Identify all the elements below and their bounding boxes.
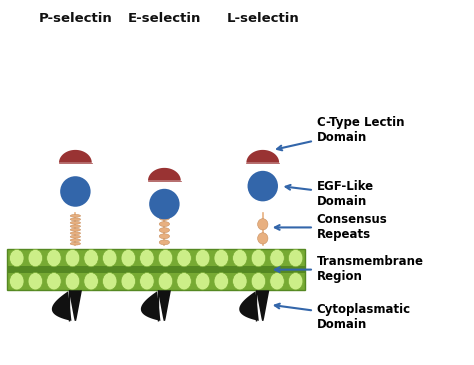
- Text: Transmembrane
Region: Transmembrane Region: [275, 255, 424, 284]
- Ellipse shape: [28, 249, 43, 267]
- Ellipse shape: [149, 189, 180, 219]
- Ellipse shape: [288, 273, 303, 290]
- Ellipse shape: [140, 273, 154, 290]
- Ellipse shape: [60, 176, 91, 207]
- Ellipse shape: [257, 219, 268, 230]
- Ellipse shape: [214, 273, 228, 290]
- Ellipse shape: [70, 222, 81, 224]
- Polygon shape: [141, 291, 161, 321]
- Ellipse shape: [28, 273, 43, 290]
- Ellipse shape: [233, 249, 247, 267]
- Ellipse shape: [70, 235, 81, 238]
- Ellipse shape: [102, 249, 117, 267]
- Ellipse shape: [247, 171, 278, 201]
- Ellipse shape: [257, 233, 268, 244]
- Polygon shape: [239, 291, 259, 321]
- Ellipse shape: [70, 228, 81, 231]
- Polygon shape: [158, 290, 171, 321]
- Ellipse shape: [251, 249, 266, 267]
- Text: EGF-Like
Domain: EGF-Like Domain: [286, 180, 374, 208]
- Ellipse shape: [70, 239, 81, 242]
- Ellipse shape: [70, 218, 81, 221]
- Ellipse shape: [84, 249, 99, 267]
- Polygon shape: [246, 150, 279, 163]
- Text: P-selectin: P-selectin: [38, 12, 112, 25]
- Polygon shape: [148, 168, 181, 181]
- Ellipse shape: [251, 273, 266, 290]
- Ellipse shape: [121, 273, 136, 290]
- Ellipse shape: [158, 249, 173, 267]
- Ellipse shape: [70, 225, 81, 228]
- Text: L-selectin: L-selectin: [227, 12, 299, 25]
- Ellipse shape: [70, 232, 81, 235]
- Text: Consensus
Repeats: Consensus Repeats: [275, 214, 387, 241]
- Ellipse shape: [65, 249, 80, 267]
- Text: Cytoplasmatic
Domain: Cytoplasmatic Domain: [275, 303, 411, 331]
- Ellipse shape: [159, 234, 170, 239]
- Ellipse shape: [214, 249, 228, 267]
- Ellipse shape: [65, 273, 80, 290]
- Text: E-selectin: E-selectin: [128, 12, 201, 25]
- Ellipse shape: [270, 273, 284, 290]
- Ellipse shape: [159, 222, 170, 226]
- Text: C-Type Lectin
Domain: C-Type Lectin Domain: [277, 116, 404, 150]
- Ellipse shape: [270, 249, 284, 267]
- Ellipse shape: [47, 249, 61, 267]
- Ellipse shape: [288, 249, 303, 267]
- Ellipse shape: [159, 215, 170, 220]
- Ellipse shape: [159, 228, 170, 233]
- Ellipse shape: [195, 273, 210, 290]
- Ellipse shape: [233, 273, 247, 290]
- Ellipse shape: [70, 242, 81, 245]
- Bar: [8, 249, 305, 290]
- Polygon shape: [69, 290, 82, 321]
- Polygon shape: [52, 291, 72, 321]
- Ellipse shape: [84, 273, 99, 290]
- Ellipse shape: [9, 273, 24, 290]
- Ellipse shape: [159, 240, 170, 245]
- Ellipse shape: [9, 249, 24, 267]
- Polygon shape: [59, 150, 92, 163]
- Ellipse shape: [47, 273, 61, 290]
- Bar: [8, 266, 305, 273]
- Ellipse shape: [177, 249, 191, 267]
- Ellipse shape: [140, 249, 154, 267]
- Ellipse shape: [195, 249, 210, 267]
- Ellipse shape: [102, 273, 117, 290]
- Polygon shape: [256, 290, 269, 321]
- Ellipse shape: [177, 273, 191, 290]
- Ellipse shape: [158, 273, 173, 290]
- Ellipse shape: [121, 249, 136, 267]
- Ellipse shape: [70, 215, 81, 217]
